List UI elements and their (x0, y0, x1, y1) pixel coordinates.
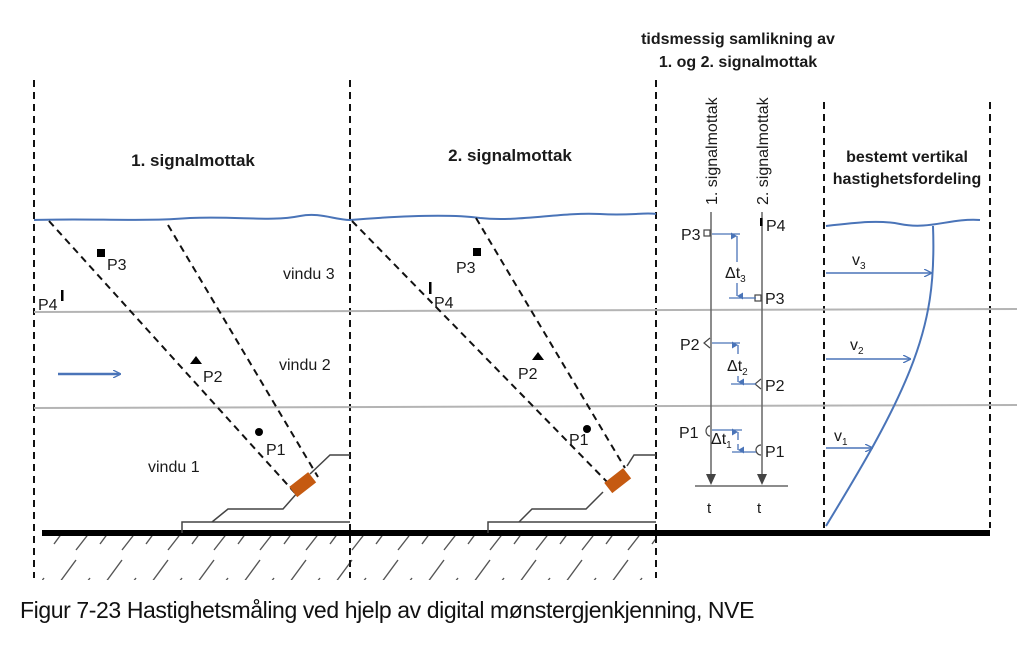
p4-bar-icon (760, 218, 763, 226)
profile-title-line1: bestemt vertikal (846, 149, 968, 166)
point-label: P4 (434, 295, 454, 312)
window-1-label: vindu 1 (148, 459, 200, 476)
point-label: P2 (680, 337, 700, 354)
p2-triangle-icon (532, 352, 544, 360)
point-label: P1 (569, 432, 589, 449)
velocity-v2-label: v2 (850, 337, 864, 357)
figure-caption: Figur 7-23 Hastighetsmåling ved hjelp av… (20, 597, 755, 623)
point-label: P3 (456, 260, 476, 277)
point-label: P2 (518, 366, 538, 383)
comparison-title-line2: 1. og 2. signalmottak (659, 54, 817, 71)
p3-square-icon (703, 229, 711, 237)
water-surface (33, 212, 981, 227)
time-label: t (707, 500, 712, 517)
point-label: P3 (681, 227, 701, 244)
panel2-beam (351, 217, 626, 488)
panel-separators (33, 80, 991, 578)
point-label: P3 (107, 257, 127, 274)
point-label: P1 (765, 444, 785, 461)
window-2-label: vindu 2 (279, 357, 331, 374)
time-arrow-icon (757, 474, 767, 485)
p2-triangle-icon (190, 356, 202, 364)
panel2-title: 2. signalmottak (448, 146, 572, 165)
point-label: P1 (266, 442, 286, 459)
velocity-vectors (826, 273, 931, 448)
panel1-beam (48, 220, 319, 494)
p1-semicircle-icon (755, 444, 762, 456)
velocity-v3-label: v3 (852, 252, 866, 272)
point-label: P2 (765, 378, 785, 395)
window-boundaries (33, 308, 1017, 409)
p4-bar-icon (61, 290, 64, 301)
panel2-mount (487, 454, 656, 533)
point-label: P3 (765, 291, 785, 308)
profile-title-line2: hastighetsfordeling (833, 171, 981, 188)
point-label: P1 (679, 425, 699, 442)
p1-dot-icon (255, 428, 263, 436)
delta-t3-label: Δt3 (725, 265, 746, 285)
panel1-title: 1. signalmottak (131, 151, 255, 170)
comparison-title-line1: tidsmessig samlikning av (641, 31, 835, 48)
p1-dot-icon (583, 425, 591, 433)
velocity-v1-label: v1 (834, 428, 848, 448)
window-3-label: vindu 3 (283, 266, 335, 283)
comparison-axis1-label: 1. signalmottak (704, 96, 721, 205)
p3-square-icon (97, 249, 105, 257)
time-label: t (757, 500, 762, 517)
p3-square-icon (473, 248, 481, 256)
delta-t-indicators (712, 232, 756, 454)
comparison-axes (695, 212, 788, 487)
p2-triangle-icon (703, 337, 711, 349)
point-label: P4 (38, 297, 58, 314)
panel1-mount (181, 454, 350, 533)
time-arrow-icon (706, 474, 716, 485)
p4-bar-icon (429, 282, 432, 294)
panel1-transducer-icon (289, 472, 317, 498)
delta-t2-label: Δt2 (727, 358, 748, 378)
panel2-transducer-icon (604, 468, 632, 494)
velocity-profile-curve (825, 225, 935, 527)
p1-semicircle-icon (705, 425, 711, 437)
comparison-axis2-label: 2. signalmottak (755, 96, 772, 205)
delta-t1-label: Δt1 (711, 431, 732, 451)
point-label: P2 (203, 369, 223, 386)
point-label: P4 (766, 218, 786, 235)
